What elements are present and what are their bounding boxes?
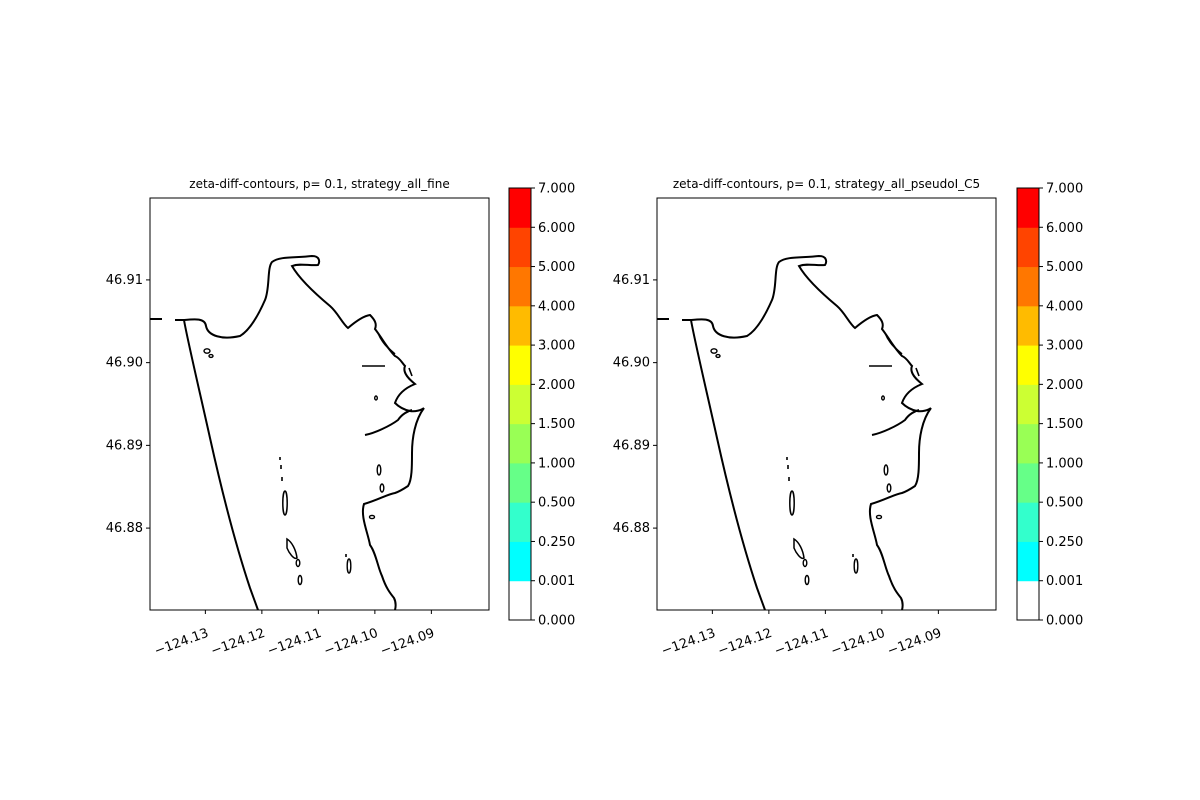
colorbar-band xyxy=(1017,541,1039,582)
colorbar-band xyxy=(1017,580,1039,621)
x-tick-label: −124.12 xyxy=(716,626,774,659)
y-tick-label: 46.88 xyxy=(106,521,143,536)
colorbar-tick-label: 0.250 xyxy=(538,535,575,550)
colorbar-band xyxy=(1017,462,1039,503)
colorbar-band xyxy=(509,462,531,503)
x-tick-label: −124.10 xyxy=(322,626,380,659)
colorbar-band xyxy=(509,227,531,268)
y-tick-label: 46.91 xyxy=(613,273,650,288)
y-tick-label: 46.89 xyxy=(613,438,650,453)
colorbar-tick-label: 1.500 xyxy=(1046,417,1083,432)
left-plot-area xyxy=(150,198,489,610)
colorbar-frame xyxy=(508,187,532,621)
y-tick-label: 46.91 xyxy=(106,273,143,288)
colorbar-tick-label: 4.000 xyxy=(538,299,575,314)
colorbar-tick-label: 7.000 xyxy=(1046,182,1083,197)
colorbar-frame xyxy=(1016,187,1040,621)
right-x-axis: −124.13−124.12−124.11−124.10−124.09 xyxy=(660,610,944,659)
colorbar-tick-label: 4.000 xyxy=(1046,299,1083,314)
colorbar-band xyxy=(509,345,531,385)
y-tick-label: 46.88 xyxy=(613,521,650,536)
left-chart-title: zeta-diff-contours, p= 0.1, strategy_all… xyxy=(189,177,449,191)
x-tick-label: −124.13 xyxy=(660,626,718,659)
colorbar-band xyxy=(1017,227,1039,268)
colorbar-band xyxy=(1017,305,1039,346)
right-colorbar: 0.000 0.001 0.250 0.500 1.000 1.500 2.000 3.000… xyxy=(1016,182,1083,629)
x-tick-label: −124.09 xyxy=(886,626,944,659)
colorbar-tick-label: 5.000 xyxy=(1046,260,1083,275)
colorbar-band xyxy=(509,188,531,228)
colorbar-tick-label: 3.000 xyxy=(1046,339,1083,354)
colorbar-band xyxy=(1017,188,1039,228)
colorbar-tick-label: 0.500 xyxy=(1046,496,1083,511)
colorbar-tick-label: 0.000 xyxy=(1046,614,1083,629)
colorbar-tick-label: 2.000 xyxy=(1046,378,1083,393)
left-y-axis: 46.88 46.89 46.90 46.91 xyxy=(106,273,150,536)
colorbar-band xyxy=(1017,266,1039,307)
left-chart-panel: zeta-diff-contours, p= 0.1, strategy_all… xyxy=(106,177,575,659)
colorbar-band xyxy=(1017,423,1039,464)
colorbar-tick-label: 6.000 xyxy=(1046,221,1083,236)
colorbar-tick-label: 5.000 xyxy=(538,260,575,275)
colorbar-band xyxy=(509,541,531,582)
colorbar-tick-label: 6.000 xyxy=(538,221,575,236)
colorbar-band xyxy=(509,423,531,464)
right-plot-frame xyxy=(656,197,997,611)
x-tick-label: −124.11 xyxy=(266,626,324,659)
right-plot-area xyxy=(657,198,996,610)
colorbar-tick-label: 0.500 xyxy=(538,496,575,511)
colorbar-band xyxy=(509,502,531,542)
colorbar-tick-label: 2.000 xyxy=(538,378,575,393)
left-plot-frame xyxy=(149,197,490,611)
y-tick-label: 46.90 xyxy=(613,356,650,371)
colorbar-tick-label: 7.000 xyxy=(538,182,575,197)
right-y-axis: 46.88 46.89 46.90 46.91 xyxy=(613,273,657,536)
colorbar-band xyxy=(1017,384,1039,425)
x-tick-label: −124.10 xyxy=(829,626,887,659)
x-tick-label: −124.12 xyxy=(209,626,267,659)
x-tick-label: −124.11 xyxy=(773,626,831,659)
x-tick-label: −124.13 xyxy=(153,626,211,659)
colorbar-tick-label: 1.500 xyxy=(538,417,575,432)
y-tick-label: 46.90 xyxy=(106,356,143,371)
colorbar-tick-label: 0.250 xyxy=(1046,535,1083,550)
right-chart-title: zeta-diff-contours, p= 0.1, strategy_all… xyxy=(673,177,980,191)
left-x-axis: −124.13−124.12−124.11−124.10−124.09 xyxy=(153,610,437,659)
colorbar-band xyxy=(509,384,531,425)
colorbar-band xyxy=(509,266,531,307)
right-chart-panel: zeta-diff-contours, p= 0.1, strategy_all… xyxy=(613,177,1083,659)
y-tick-label: 46.89 xyxy=(106,438,143,453)
colorbar-tick-label: 0.000 xyxy=(538,614,575,629)
colorbar-band xyxy=(1017,345,1039,385)
left-colorbar: 0.000 0.001 0.250 0.500 1.000 1.500 2.000 3.000… xyxy=(508,182,575,629)
x-tick-label: −124.09 xyxy=(379,626,437,659)
colorbar-tick-label: 1.000 xyxy=(1046,456,1083,471)
colorbar-tick-label: 0.001 xyxy=(1046,574,1083,589)
colorbar-band xyxy=(509,305,531,346)
colorbar-band xyxy=(509,580,531,621)
colorbar-tick-label: 1.000 xyxy=(538,456,575,471)
colorbar-tick-label: 3.000 xyxy=(538,339,575,354)
colorbar-band xyxy=(1017,502,1039,542)
colorbar-tick-label: 0.001 xyxy=(538,574,575,589)
